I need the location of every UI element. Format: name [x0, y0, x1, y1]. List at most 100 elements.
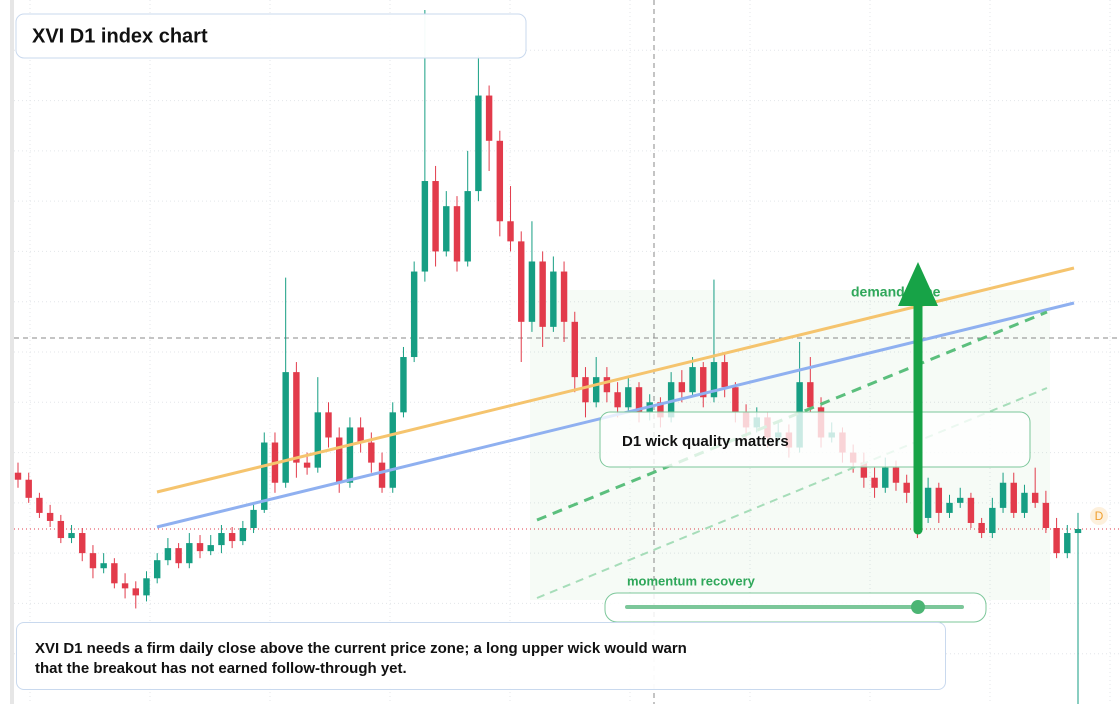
candle-body [582, 377, 589, 403]
candle-body [357, 427, 364, 443]
candle-body [1064, 533, 1071, 554]
momentum-label: momentum recovery [627, 573, 756, 588]
candle-body [68, 533, 75, 539]
candle-body [132, 588, 139, 596]
candle-body [79, 533, 86, 554]
candle-body [293, 372, 300, 463]
candle-body [967, 497, 975, 523]
candle-body [1042, 502, 1050, 528]
candle-body [689, 367, 696, 393]
left-edge [10, 0, 14, 704]
candle-body [14, 472, 22, 480]
badge [1090, 507, 1108, 525]
candle-body [175, 548, 182, 564]
candle-body [710, 362, 718, 398]
candle-body [186, 543, 193, 564]
note: XVI D1 needs a firm daily close above th… [16, 622, 946, 690]
candle-body [46, 512, 54, 521]
candle-body [336, 437, 343, 483]
candle-body [496, 140, 504, 222]
candle-body [207, 545, 214, 552]
candle-body [250, 509, 257, 528]
candle-body [121, 583, 129, 589]
candle-body [218, 533, 225, 546]
candle-body [625, 387, 632, 408]
candle-body [164, 548, 172, 561]
candle-body [1021, 492, 1028, 513]
channel-lower [536, 387, 1048, 599]
candle-body [89, 553, 97, 569]
candle-body [196, 543, 204, 552]
candle-body [464, 191, 471, 262]
candle-body [539, 261, 546, 327]
candle-body [560, 271, 568, 322]
candle-body [100, 563, 107, 569]
candle-body [111, 563, 118, 584]
candle-body [57, 520, 65, 539]
candle-body [346, 427, 354, 483]
candle-body [303, 462, 311, 468]
title-box [15, 13, 527, 59]
candle-body [378, 462, 386, 488]
candle-body [603, 377, 611, 393]
candle-body [25, 479, 32, 498]
candle-body [36, 497, 43, 513]
candle-body [432, 181, 439, 252]
candle-body [1074, 529, 1082, 534]
candle-body [421, 181, 429, 272]
candle-body [571, 321, 578, 378]
candle-body [389, 412, 396, 488]
candle-body [325, 412, 332, 438]
candle-body [721, 362, 728, 388]
candle-body [1010, 482, 1017, 513]
arrow-head [898, 262, 938, 306]
candle-body [935, 487, 943, 513]
candles [14, 10, 1082, 704]
candle-body [635, 387, 643, 413]
candle-body [228, 533, 236, 542]
candle-body [614, 392, 621, 408]
candle-body [400, 357, 407, 413]
candle-body [314, 412, 322, 468]
candle-body [946, 502, 953, 513]
candle-body [443, 206, 450, 252]
candle-body [261, 442, 268, 510]
candle-body [892, 467, 900, 483]
candle-body [143, 578, 150, 596]
candle-body [592, 377, 600, 403]
candle-body [368, 442, 375, 463]
candle-body [882, 467, 889, 488]
candle-body [860, 462, 868, 478]
candle-body [678, 382, 686, 393]
candle-body [239, 528, 247, 542]
candle-body [282, 372, 289, 483]
candle-body [957, 497, 964, 503]
candle-body [153, 560, 161, 579]
candle-body [550, 271, 557, 327]
candle-body [732, 387, 739, 413]
candle-body [528, 261, 536, 322]
wick-label: D1 wick quality matters [622, 433, 789, 450]
candle-body [657, 402, 664, 418]
candle-body [807, 382, 814, 408]
candle-body [903, 482, 910, 493]
candle-body [475, 95, 482, 192]
candle-body [700, 367, 707, 398]
candle-body [871, 477, 878, 488]
candle-body [924, 487, 932, 518]
candle-body [1031, 492, 1039, 503]
badge-label: D [1095, 509, 1104, 523]
candle-body [667, 382, 675, 418]
candle-body [507, 221, 514, 242]
momentum-knob [911, 600, 925, 614]
candle-body [453, 206, 461, 262]
chart-title: XVI D1 index chart [32, 25, 208, 47]
candle-body [518, 241, 525, 322]
candle-body [999, 482, 1007, 508]
candle-body [1053, 528, 1060, 554]
candle-body [978, 522, 985, 534]
candle-body [485, 95, 493, 141]
candle-body [989, 507, 996, 534]
